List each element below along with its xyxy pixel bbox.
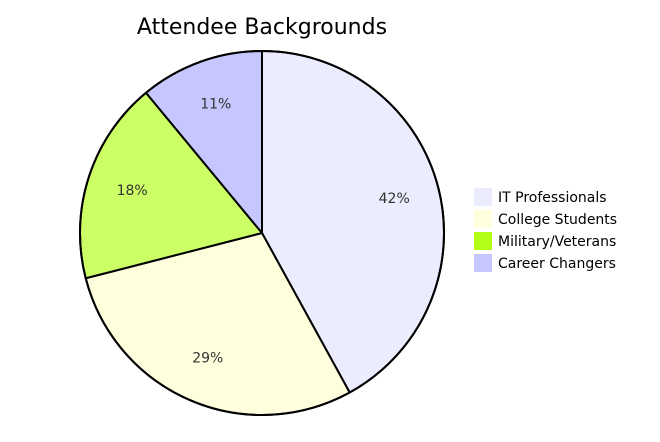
pie-slices bbox=[79, 49, 445, 416]
legend-item-it-professionals: IT Professionals bbox=[474, 188, 607, 206]
legend: IT Professionals College Students Military… bbox=[474, 188, 617, 272]
slice-label-career-changers: 11% bbox=[200, 97, 231, 113]
legend-label: IT Professionals bbox=[498, 190, 607, 206]
legend-swatch bbox=[474, 188, 492, 206]
pie-labels: 42% 29% 18% 11% bbox=[117, 97, 410, 367]
legend-label: Military/Veterans bbox=[498, 234, 616, 250]
legend-item-military-veterans: Military/Veterans bbox=[474, 232, 616, 250]
slice-label-military-veterans: 18% bbox=[117, 183, 148, 199]
slice-label-college-students: 29% bbox=[192, 350, 223, 366]
legend-label: Career Changers bbox=[498, 256, 616, 272]
legend-item-college-students: College Students bbox=[474, 210, 617, 228]
legend-swatch bbox=[474, 210, 492, 228]
chart-title: Attendee Backgrounds bbox=[137, 15, 387, 40]
pie-outline bbox=[79, 50, 445, 416]
legend-label: College Students bbox=[498, 212, 617, 228]
slice-label-it-professionals: 42% bbox=[379, 191, 410, 207]
legend-swatch bbox=[474, 254, 492, 272]
legend-item-career-changers: Career Changers bbox=[474, 254, 616, 272]
legend-swatch bbox=[474, 232, 492, 250]
